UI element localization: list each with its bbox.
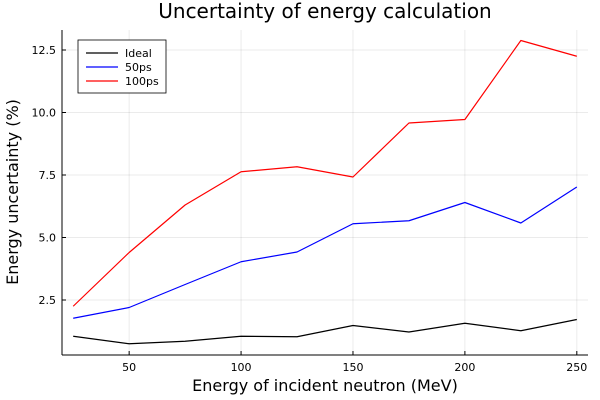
legend-label-100ps: 100ps	[125, 75, 159, 88]
grid	[62, 30, 588, 355]
x-tick-label: 250	[566, 361, 587, 374]
y-tick-label: 5.0	[39, 232, 57, 245]
y-tick-label: 7.5	[39, 169, 57, 182]
series-line-50ps	[73, 186, 578, 319]
x-tick-label: 150	[342, 361, 363, 374]
legend-label-ideal: Ideal	[125, 47, 152, 60]
y-tick-label: 10.0	[32, 107, 57, 120]
ticks: 50 100 150 200 250 2.5 5.0 7.5 10.0 12.5	[32, 44, 588, 374]
x-tick-label: 100	[231, 361, 252, 374]
x-tick-label: 200	[454, 361, 475, 374]
y-tick-label: 2.5	[39, 294, 57, 307]
legend: Ideal 50ps 100ps	[77, 39, 167, 94]
series-lines	[72, 39, 578, 345]
y-tick-label: 12.5	[32, 44, 57, 57]
x-axis-label: Energy of incident neutron (MeV)	[192, 376, 458, 395]
x-tick-label: 50	[122, 361, 136, 374]
chart-title: Uncertainty of energy calculation	[158, 0, 492, 23]
y-axis-label: Energy uncertainty (%)	[3, 99, 22, 285]
series-line-ideal	[73, 318, 577, 345]
axes	[61, 30, 588, 356]
legend-label-50ps: 50ps	[125, 61, 152, 74]
series-line-100ps	[72, 39, 577, 307]
